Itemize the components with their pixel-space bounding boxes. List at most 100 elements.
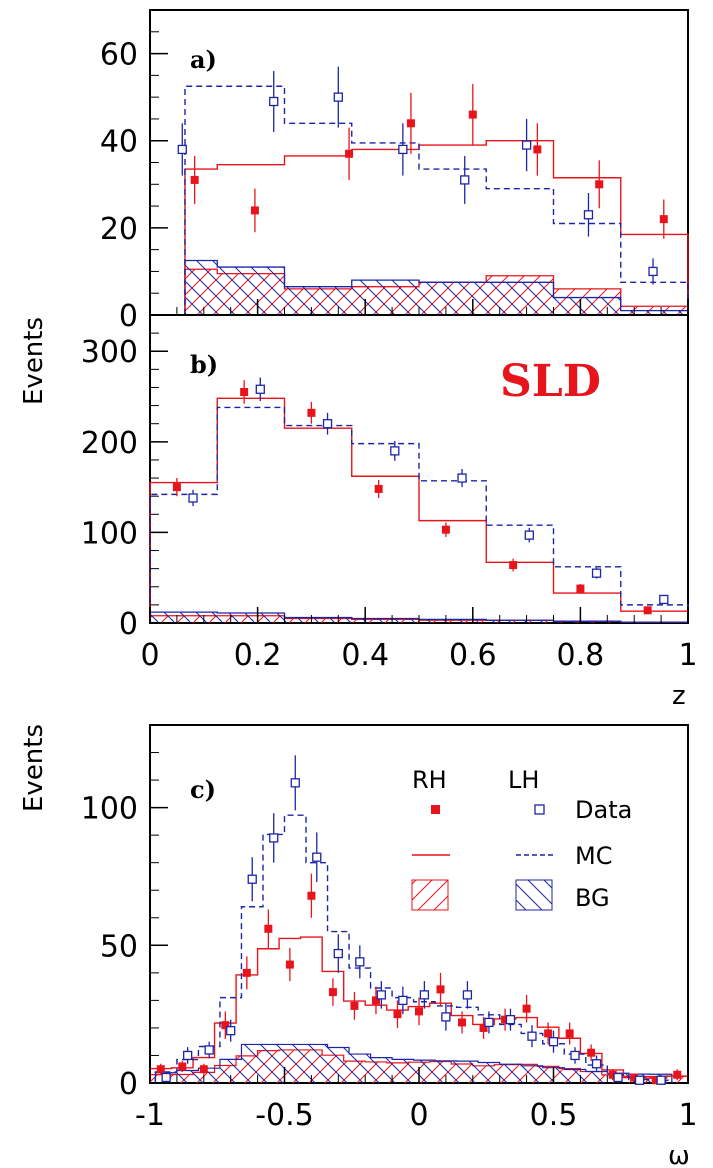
x-tick-label: -1 bbox=[135, 1098, 165, 1133]
lh-data-point bbox=[333, 92, 343, 102]
x-axis-label-bottom: ω bbox=[668, 1141, 690, 1168]
lh-data-point bbox=[648, 266, 658, 277]
legend-data-label: Data bbox=[575, 796, 632, 824]
y-tick-label: 0 bbox=[119, 299, 138, 334]
y-tick-label: 0 bbox=[119, 607, 138, 642]
rh-data-point bbox=[307, 891, 316, 900]
lh-data-point bbox=[183, 1050, 193, 1061]
lh-data-point bbox=[226, 1026, 236, 1036]
panel-b-data-points bbox=[172, 377, 669, 615]
legend: RH LH Data MC BG bbox=[411, 766, 632, 912]
rh-data-point bbox=[441, 525, 450, 534]
rh-data-point bbox=[242, 968, 251, 977]
y-tick-label: 200 bbox=[81, 426, 138, 461]
rh-data-point bbox=[436, 985, 445, 994]
lh-data-point bbox=[521, 140, 532, 150]
legend-rh-data-marker bbox=[431, 805, 440, 814]
x-tick-label: 0.2 bbox=[234, 638, 282, 673]
panel-c-label: c) bbox=[190, 775, 216, 804]
rh-data-point bbox=[264, 924, 273, 933]
panel-a: 0 20 40 60 a) bbox=[100, 9, 689, 334]
lh-data-point bbox=[505, 1015, 516, 1025]
lh-data-point bbox=[376, 990, 386, 1000]
rh-mc-histogram bbox=[149, 397, 689, 623]
lh-mc-histogram bbox=[149, 406, 689, 623]
lh-data-point bbox=[634, 1075, 645, 1085]
x-tick-label: 0.4 bbox=[341, 638, 389, 673]
rh-data-point bbox=[576, 584, 585, 593]
rh-data-point bbox=[673, 1070, 682, 1079]
lh-data-point bbox=[484, 1017, 494, 1028]
lh-data-point bbox=[419, 990, 430, 1000]
y-tick-label: 300 bbox=[81, 335, 138, 370]
lh-data-point bbox=[462, 990, 473, 1000]
y-tick-label: 50 bbox=[100, 929, 138, 964]
lh-data-point bbox=[269, 96, 279, 107]
x-tick-label: 1 bbox=[678, 638, 697, 673]
rh-data-point bbox=[533, 145, 542, 154]
panel-c: 0 50 100 -1 -0.5 0 0.5 1 c) bbox=[81, 724, 698, 1133]
x-axis-label-top: z bbox=[672, 681, 686, 711]
rh-data-point bbox=[595, 180, 604, 189]
lh-data-point bbox=[570, 1050, 580, 1061]
rh-data-point bbox=[190, 175, 199, 184]
legend-lh-data-marker bbox=[534, 804, 545, 815]
rh-data-point bbox=[659, 215, 668, 224]
lh-data-point bbox=[441, 1012, 451, 1022]
panel-b-label: b) bbox=[190, 350, 218, 379]
rh-data-point bbox=[522, 1004, 531, 1013]
rh-data-point bbox=[406, 119, 415, 128]
lh-data-point bbox=[398, 144, 408, 155]
panel-c-data-points bbox=[156, 755, 682, 1085]
rh-data-point bbox=[565, 1029, 574, 1038]
y-tick-label: 100 bbox=[81, 516, 138, 551]
y-tick-label: 100 bbox=[81, 792, 138, 827]
y-tick-label: 0 bbox=[119, 1067, 138, 1102]
panel-b-mc-hists bbox=[149, 397, 689, 623]
x-tick-label: 0.6 bbox=[449, 638, 497, 673]
lh-data-point bbox=[583, 210, 594, 220]
rh-data-point bbox=[199, 1065, 208, 1074]
legend-rh-header: RH bbox=[412, 766, 447, 794]
rh-data-point bbox=[608, 1070, 617, 1079]
legend-mc-label: MC bbox=[575, 842, 612, 870]
x-tick-label: 0.8 bbox=[557, 638, 605, 673]
lh-data-point bbox=[312, 852, 322, 862]
rh-data-point bbox=[544, 1029, 553, 1038]
lh-data-point bbox=[457, 473, 467, 483]
lh-mc-histogram bbox=[184, 85, 689, 315]
lh-data-point bbox=[177, 144, 187, 155]
y-axis-label-bottom: Events bbox=[19, 724, 49, 812]
lh-data-point bbox=[613, 1072, 623, 1083]
lh-data-point bbox=[247, 874, 257, 884]
lh-data-point bbox=[161, 1072, 171, 1083]
rh-data-point bbox=[587, 1048, 596, 1057]
rh-data-point bbox=[285, 960, 294, 969]
rh-data-point bbox=[156, 1065, 165, 1074]
rh-data-point bbox=[240, 388, 249, 396]
panel-a-ticks: 0 20 40 60 bbox=[100, 31, 689, 334]
rh-data-point bbox=[328, 988, 337, 997]
lh-data-point bbox=[524, 530, 534, 540]
lh-data-point bbox=[269, 833, 279, 843]
rh-data-point bbox=[468, 110, 477, 119]
legend-rh-bg-swatch bbox=[411, 879, 449, 911]
panel-a-mc-hists bbox=[184, 85, 689, 315]
lh-data-point bbox=[390, 446, 400, 456]
y-tick-label: 20 bbox=[100, 212, 138, 247]
x-tick-label: 0 bbox=[140, 638, 159, 673]
rh-data-point bbox=[250, 206, 259, 215]
y-tick-label: 60 bbox=[100, 38, 138, 73]
y-axis-label-top: Events bbox=[19, 317, 49, 405]
panel-a-label: a) bbox=[190, 45, 217, 74]
lh-data-point bbox=[255, 384, 265, 394]
rh-data-point bbox=[501, 1015, 510, 1024]
rh-data-point bbox=[393, 1010, 402, 1019]
rh-data-point bbox=[221, 1021, 230, 1030]
rh-data-point bbox=[643, 606, 652, 615]
panel-b: 0 100 200 300 0 0.2 0.4 0.6 0.8 1 b) SLD bbox=[81, 314, 698, 673]
rh-data-point bbox=[479, 1023, 488, 1032]
panel-b-frame bbox=[149, 314, 689, 624]
panel-a-data-points bbox=[177, 66, 668, 285]
